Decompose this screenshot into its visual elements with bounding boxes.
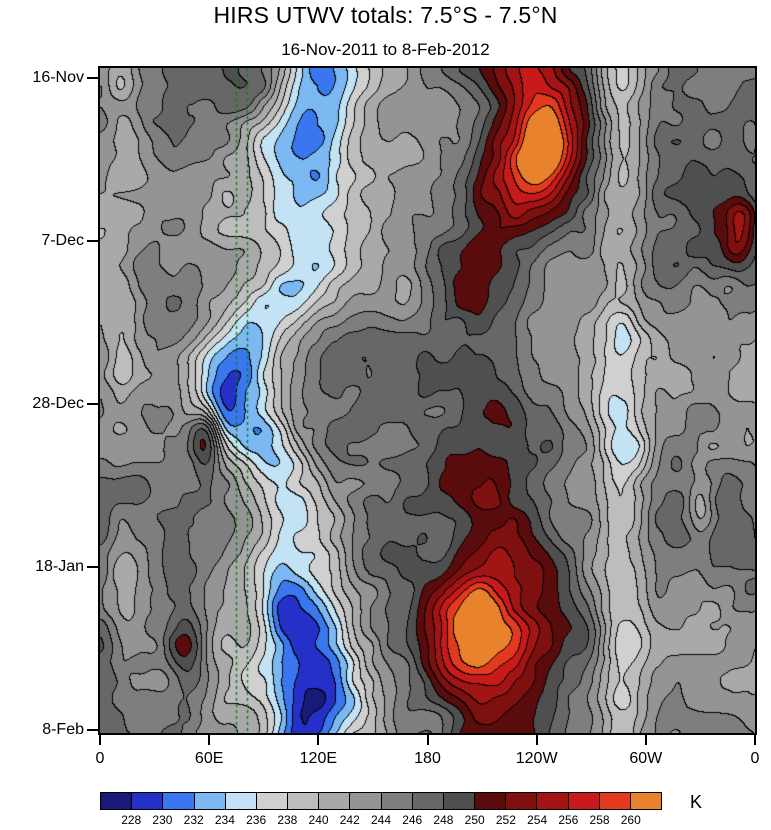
colorbar-segment bbox=[443, 793, 476, 809]
x-axis-tick bbox=[754, 735, 756, 745]
x-axis-tick bbox=[99, 735, 101, 745]
y-axis-tick bbox=[87, 403, 98, 405]
colorbar-segment bbox=[194, 793, 226, 809]
x-axis-tick-label: 120E bbox=[299, 750, 338, 767]
x-axis-tick-label: 60W bbox=[629, 750, 663, 767]
colorbar-tick-label: 244 bbox=[370, 813, 392, 827]
colorbar-segment bbox=[568, 793, 600, 809]
x-axis-tick bbox=[208, 735, 211, 745]
colorbar-tick-label: 248 bbox=[433, 813, 454, 827]
colorbar-tick-label: 252 bbox=[495, 813, 516, 827]
chart-canvas bbox=[100, 68, 755, 733]
y-axis-tick-label: 8-Feb bbox=[42, 721, 84, 738]
colorbar-units-label: K bbox=[690, 792, 703, 812]
colorbar-tick-label: 256 bbox=[558, 813, 579, 827]
colorbar-segment bbox=[256, 793, 289, 809]
colorbar-segment bbox=[350, 793, 382, 809]
colorbar-segment bbox=[506, 793, 538, 809]
colorbar-segment bbox=[163, 793, 195, 809]
colorbar-segment bbox=[132, 793, 164, 809]
x-axis-tick bbox=[317, 735, 320, 745]
y-axis-tick-label: 16-Nov bbox=[32, 69, 84, 86]
colorbar-tick-label: 258 bbox=[589, 813, 610, 827]
y-axis-tick-label: 7-Dec bbox=[41, 232, 84, 249]
colorbar-segment bbox=[475, 793, 507, 809]
chart-subtitle: 16-Nov-2011 to 8-Feb-2012 bbox=[281, 40, 490, 59]
colorbar-segment bbox=[101, 793, 133, 809]
x-axis-tick-label: 120W bbox=[515, 750, 558, 767]
y-axis-tick-label: 18-Jan bbox=[35, 558, 84, 575]
y-axis-tick bbox=[87, 77, 98, 79]
y-axis-tick bbox=[87, 566, 98, 568]
colorbar-tick-label: 246 bbox=[402, 813, 423, 827]
y-axis-tick bbox=[87, 729, 98, 731]
colorbar-segment bbox=[412, 793, 444, 809]
x-axis-tick-label: 60E bbox=[194, 750, 224, 767]
colorbar-tick-label: 228 bbox=[121, 813, 142, 827]
colorbar-segment bbox=[319, 793, 351, 809]
x-axis-tick bbox=[426, 735, 429, 745]
colorbar-tick-label: 234 bbox=[214, 813, 235, 827]
colorbar-segment bbox=[225, 793, 257, 809]
colorbar-tick-label: 240 bbox=[308, 813, 329, 827]
colorbar-segment bbox=[599, 793, 631, 809]
colorbar-tick-label: 260 bbox=[620, 813, 641, 827]
colorbar bbox=[100, 792, 662, 810]
x-axis-tick bbox=[535, 735, 538, 745]
colorbar-segment bbox=[537, 793, 569, 809]
colorbar-tick-label: 236 bbox=[246, 813, 267, 827]
colorbar-tick-label: 250 bbox=[464, 813, 485, 827]
colorbar-segment bbox=[630, 793, 662, 809]
colorbar-tick-label: 232 bbox=[183, 813, 204, 827]
y-axis-tick-label: 28-Dec bbox=[32, 395, 84, 412]
colorbar-tick-label: 230 bbox=[152, 813, 173, 827]
y-axis-tick bbox=[87, 240, 98, 242]
colorbar-segment bbox=[381, 793, 413, 809]
x-axis-tick-label: 180 bbox=[414, 750, 441, 767]
x-axis-tick-label: 0 bbox=[95, 750, 105, 767]
colorbar-tick-label: 238 bbox=[277, 813, 298, 827]
colorbar-tick-label: 254 bbox=[527, 813, 548, 827]
colorbar-tick-label: 242 bbox=[339, 813, 360, 827]
x-axis-tick bbox=[644, 735, 647, 745]
x-axis-tick-label: 0 bbox=[750, 750, 760, 767]
chart-title: HIRS UTWV totals: 7.5°S - 7.5°N bbox=[213, 2, 558, 28]
plot-frame bbox=[98, 66, 757, 735]
colorbar-segment bbox=[288, 793, 320, 809]
